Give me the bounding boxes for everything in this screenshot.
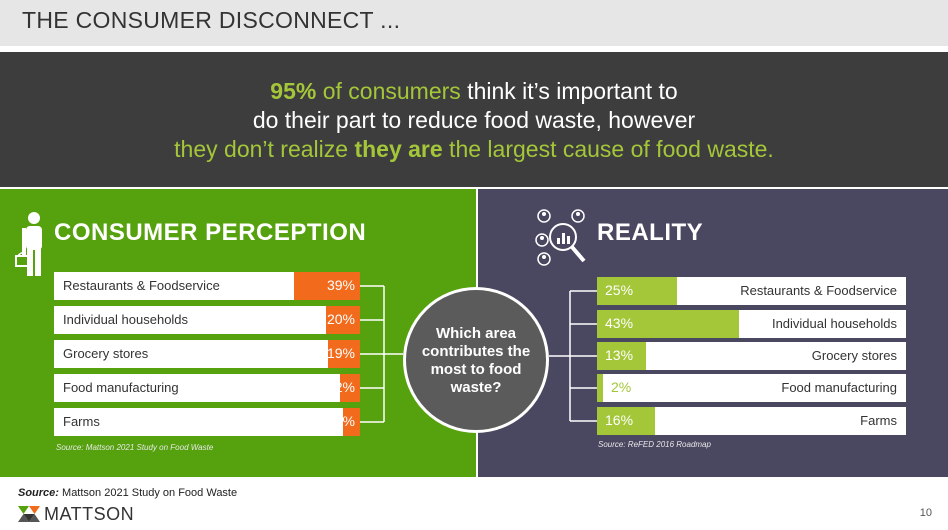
reality-row-value: 16% [605, 412, 634, 428]
mattson-logo-mark-icon [18, 506, 40, 522]
reality-row: 2% Food manufacturing [597, 374, 906, 402]
reality-bar [597, 277, 677, 305]
perception-row-label: Individual households [63, 312, 189, 327]
perception-bar [339, 374, 360, 402]
footer-source-text: Mattson 2021 Study on Food Waste [58, 487, 238, 499]
footer-source: Source: Mattson 2021 Study on Food Waste [18, 487, 237, 499]
headline-banner: 95% of consumers think it’s important to… [0, 52, 948, 187]
perception-source: Source: Mattson 2021 Study on Food Waste [56, 443, 214, 452]
page-number: 10 [919, 507, 932, 519]
reality-bar [597, 407, 655, 435]
slide-title: THE CONSUMER DISCONNECT ... [22, 7, 401, 33]
reality-row-value: 13% [605, 347, 634, 363]
headline-line-3: they don’t realize they are the largest … [0, 135, 948, 164]
headline-line-2: do their part to reduce food waste, howe… [252, 107, 696, 133]
perception-bar [326, 306, 360, 334]
perception-bar [327, 340, 360, 368]
headline-line-3-b: they are [354, 136, 443, 162]
reality-source: Source: ReFED 2016 Roadmap [598, 440, 711, 449]
title-bar: THE CONSUMER DISCONNECT ... [0, 0, 948, 46]
perception-row-value: 10% [326, 413, 355, 429]
question-circle: Which area contributes the most to food … [403, 287, 549, 433]
perception-title: CONSUMER PERCEPTION [54, 219, 367, 246]
logo-text: MATTSON [44, 504, 135, 524]
person-shopping-icon [15, 212, 42, 276]
reality-row: 43% Individual households [597, 310, 906, 338]
perception-row-label: Farms [63, 414, 100, 429]
perception-row-value: 20% [326, 311, 355, 327]
headline-line-3-c: the largest cause of food waste. [442, 136, 774, 162]
perception-row-label: Restaurants & Foodservice [63, 278, 220, 293]
perception-row: Food manufacturing 12% [54, 374, 360, 402]
question-text: Which area contributes the most to food … [421, 325, 531, 396]
reality-row: 16% Farms [597, 407, 906, 435]
perception-row: Farms 10% [54, 408, 360, 436]
perception-row: Individual households 20% [54, 306, 360, 334]
data-analysis-icon [535, 209, 586, 266]
perception-row-value: 12% [326, 379, 355, 395]
headline-line-1-rest: think it’s important to [460, 78, 678, 104]
perception-row: Grocery stores 19% [54, 340, 360, 368]
reality-row: 25% Restaurants & Foodservice [597, 277, 906, 305]
reality-row-value: 25% [605, 282, 634, 298]
reality-row: 13% Grocery stores [597, 342, 906, 370]
perception-row-value: 19% [326, 345, 355, 361]
reality-row-label: Food manufacturing [781, 380, 897, 395]
reality-row-label: Farms [860, 413, 897, 428]
headline-line-1: 95% of consumers think it’s important to [0, 77, 948, 106]
perception-row-value: 39% [326, 277, 355, 293]
reality-bar [597, 342, 647, 370]
headline-line-3-a: they don’t realize [174, 136, 355, 162]
perception-row-label: Grocery stores [63, 346, 149, 361]
headline-highlight: 95% of consumers [270, 78, 461, 104]
reality-bar [597, 374, 603, 402]
perception-row-label: Food manufacturing [63, 380, 179, 395]
reality-row-label: Restaurants & Foodservice [740, 283, 897, 298]
reality-bar [597, 310, 739, 338]
reality-row-label: Grocery stores [811, 348, 897, 363]
reality-title: REALITY [597, 219, 704, 246]
perception-bar [294, 272, 360, 300]
mattson-logo: MATTSON [18, 504, 134, 525]
footer-source-label: Source: [18, 487, 59, 499]
reality-row-value: 43% [605, 315, 634, 331]
reality-row-value: 2% [611, 379, 632, 395]
perception-bar [343, 408, 360, 436]
perception-row: Restaurants & Foodservice 39% [54, 272, 360, 300]
reality-row-label: Individual households [771, 316, 897, 331]
